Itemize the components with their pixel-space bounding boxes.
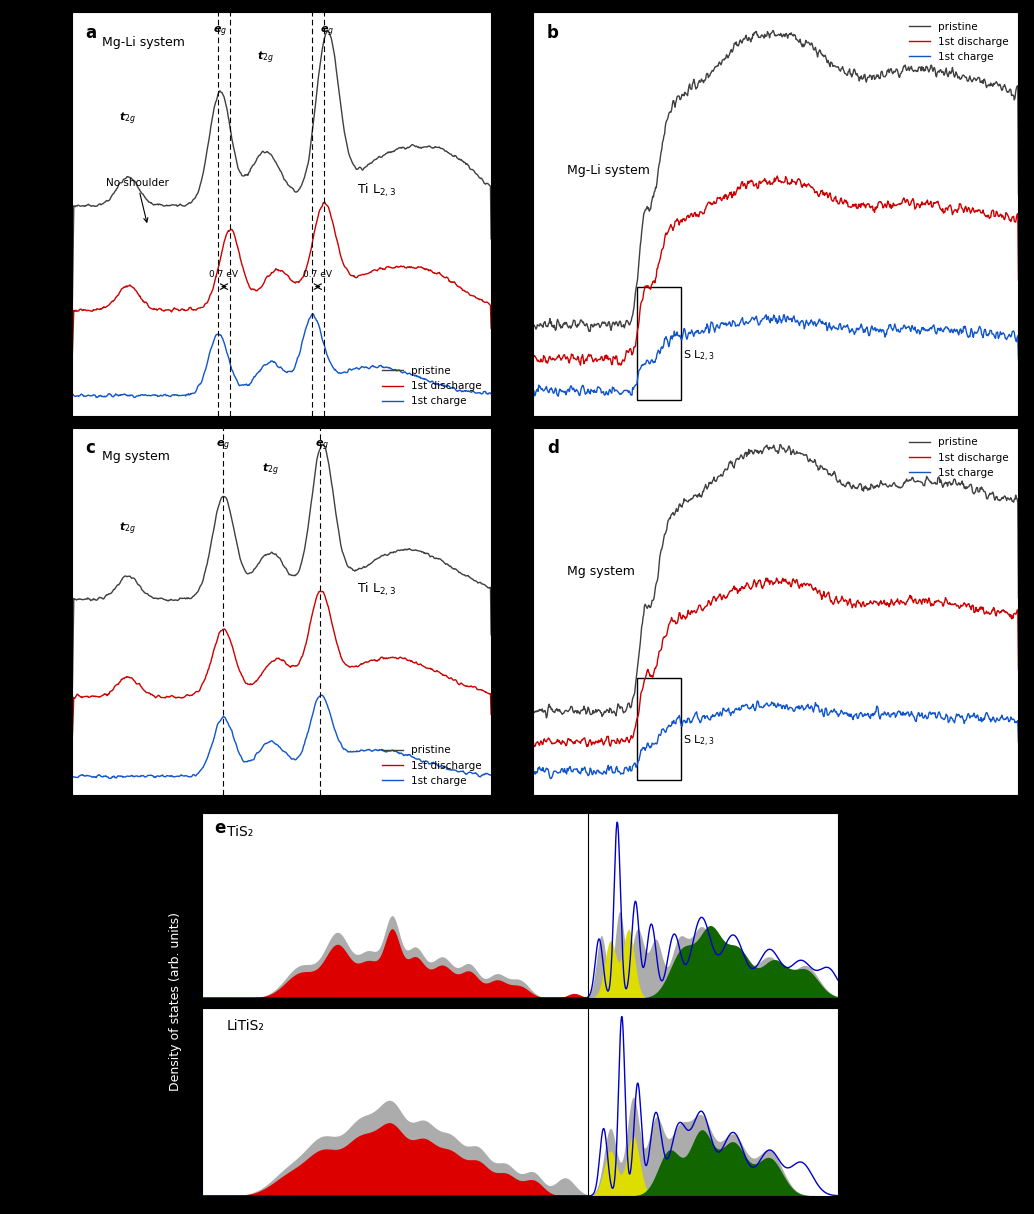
Text: e$_g$: e$_g$ [213,24,226,39]
Legend: pristine, 1st discharge, 1st charge: pristine, 1st discharge, 1st charge [377,362,486,410]
Text: Mg-Li system: Mg-Li system [101,36,184,50]
Text: No shoulder: No shoulder [105,177,169,222]
Text: c: c [85,439,95,456]
Text: Mg system: Mg system [567,565,635,578]
Text: t$_{2g}$: t$_{2g}$ [119,110,136,127]
Text: Ti L$_{2,3}$: Ti L$_{2,3}$ [357,181,396,199]
Text: LiTiS₂: LiTiS₂ [227,1020,265,1033]
Legend: pristine, 1st discharge, 1st charge: pristine, 1st discharge, 1st charge [905,433,1013,482]
Text: e: e [214,819,225,836]
Text: S L$_{2,3}$: S L$_{2,3}$ [683,733,716,749]
Bar [637,677,680,781]
Text: e$_g$: e$_g$ [320,24,334,39]
Legend: pristine, 1st discharge, 1st charge: pristine, 1st discharge, 1st charge [377,742,486,790]
X-axis label: Energy Loss / eV: Energy Loss / eV [230,821,334,834]
Legend: pristine, 1st discharge, 1st charge: pristine, 1st discharge, 1st charge [905,17,1013,66]
Text: S L$_{2,3}$: S L$_{2,3}$ [683,348,716,364]
Text: TiS₂: TiS₂ [227,824,253,839]
X-axis label: Energy Loss / eV: Energy Loss / eV [724,441,827,454]
Text: 0.7 eV: 0.7 eV [303,270,332,278]
Text: a: a [85,24,96,42]
Text: Mg system: Mg system [101,450,170,463]
Text: t$_{2g}$: t$_{2g}$ [256,50,274,67]
Y-axis label: Intensity / arb. units: Intensity / arb. units [514,151,527,277]
Text: e$_g$: e$_g$ [216,439,231,453]
Text: t$_{2g}$: t$_{2g}$ [262,461,278,478]
Text: Mg-Li system: Mg-Li system [567,164,649,176]
Text: 0.7 eV: 0.7 eV [210,270,239,278]
Y-axis label: Intensity / arb. units: Intensity / arb. units [514,549,527,675]
Bar [637,287,680,399]
Text: Ti L$_{2,3}$: Ti L$_{2,3}$ [357,580,396,599]
Y-axis label: Intensity / arb. units: Intensity / arb. units [54,549,67,675]
Text: Density of states (arb. units): Density of states (arb. units) [170,912,182,1091]
X-axis label: Energy Loss / eV: Energy Loss / eV [724,821,827,834]
Text: t$_{2g}$: t$_{2g}$ [119,520,136,537]
Text: e$_g$: e$_g$ [314,439,329,453]
Text: b: b [547,24,559,42]
Y-axis label: Intensity / arb. units: Intensity / arb. units [54,151,67,277]
X-axis label: Energy Loss / eV: Energy Loss / eV [230,441,334,454]
Text: d: d [547,439,559,456]
